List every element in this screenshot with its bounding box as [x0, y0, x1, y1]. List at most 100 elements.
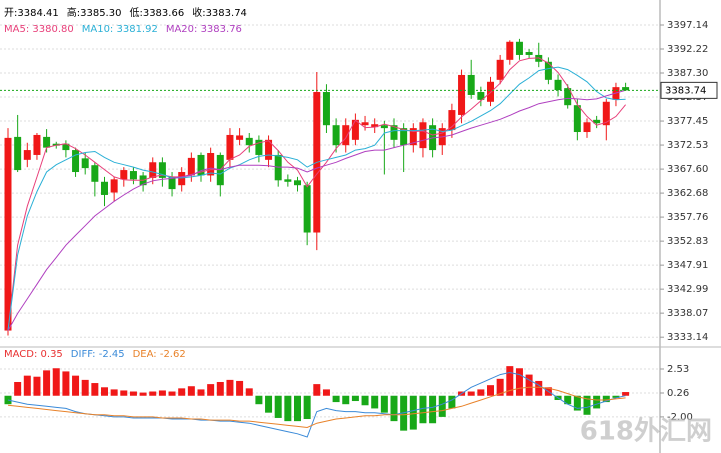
macd-bar: [294, 395, 301, 422]
y-tick-label: 3362.68: [667, 188, 708, 199]
candle-body: [14, 136, 22, 171]
macd-bar: [515, 368, 523, 396]
macd-bar: [573, 395, 581, 411]
macd-bar: [255, 395, 263, 405]
y-tick-label: 3357.76: [667, 212, 708, 223]
macd-bar: [303, 395, 311, 420]
candle-body: [226, 134, 234, 160]
macd-bar: [564, 395, 572, 405]
candle-body: [506, 41, 514, 60]
candle-body: [390, 125, 398, 140]
line: [7, 89, 626, 331]
candle-body: [564, 88, 572, 106]
macd-bar: [342, 395, 350, 405]
candle-body: [72, 150, 80, 173]
candle-body: [458, 74, 466, 115]
y-tick-label: 3372.53: [667, 140, 708, 151]
macd-bar: [101, 387, 108, 396]
last-price-box: [660, 81, 718, 99]
macd-bar: [81, 379, 89, 396]
candle-body: [129, 171, 137, 180]
candle-body: [361, 122, 369, 126]
candle-body: [245, 137, 253, 146]
macd-bar: [72, 375, 80, 396]
legend-label: 低:3383.66: [129, 6, 184, 19]
candle-body: [23, 150, 31, 160]
macd-bar: [4, 395, 12, 405]
legend-label: DIFF: -2.45: [71, 349, 125, 360]
macd-bar: [197, 389, 205, 396]
candle-body: [255, 139, 263, 155]
candle-body: [120, 170, 128, 180]
candle-body: [544, 61, 552, 80]
candle-body: [525, 52, 533, 55]
candle-body: [332, 125, 340, 146]
macd-bar: [274, 395, 282, 418]
macd-bar: [178, 388, 186, 396]
macd-bar: [129, 391, 137, 396]
y-tick-label: 3347.91: [667, 260, 708, 271]
watermark: 618外汇网: [580, 417, 712, 447]
y-tick-label: 3397.14: [667, 20, 708, 31]
y-tick-label: 3352.83: [667, 236, 708, 247]
macd-bar: [622, 392, 630, 396]
macd-bar: [14, 381, 22, 396]
y-tick-label: 3387.30: [667, 68, 708, 79]
macd-bar: [487, 385, 494, 396]
legend-label: DEA: -2.62: [133, 349, 186, 360]
macd-bar: [149, 391, 157, 396]
macd-bar: [525, 374, 533, 396]
candle-body: [62, 143, 70, 151]
candle-body: [573, 105, 581, 133]
candle-body: [496, 59, 504, 80]
macd-bar: [506, 366, 514, 396]
y-tick-label: 3338.07: [667, 308, 708, 319]
legend-label: MA5: 3380.80: [4, 24, 74, 35]
macd-bar: [332, 395, 340, 403]
macd-bar: [216, 381, 224, 396]
candle-body: [149, 162, 157, 178]
legend-label: 高:3385.30: [67, 6, 122, 19]
macd-bar: [187, 386, 195, 396]
legend-label: 收:3383.74: [192, 6, 247, 19]
macd-bar: [602, 395, 610, 403]
y-tick-label: 3342.99: [667, 284, 708, 295]
y-tick-label: -2.00: [667, 412, 693, 423]
macd-bar: [313, 384, 321, 396]
macd-bar: [448, 395, 456, 409]
candle-body: [101, 181, 108, 195]
y-tick-label: 3367.60: [667, 164, 708, 175]
macd-bar: [284, 395, 292, 422]
line: [7, 57, 626, 331]
candle-body: [515, 41, 523, 55]
candle-body: [33, 134, 41, 155]
candle-body: [110, 179, 118, 193]
y-tick-label: 3392.22: [667, 44, 708, 55]
macd-bar: [477, 389, 485, 396]
macd-bar: [265, 395, 273, 413]
candle-body: [303, 185, 311, 233]
macd-bar: [139, 392, 147, 396]
candle-body: [467, 74, 475, 95]
macd-bar: [390, 395, 398, 422]
line: [7, 66, 626, 331]
macd-bar: [207, 384, 215, 396]
macd-bar: [535, 380, 543, 396]
macd-bar: [380, 395, 388, 413]
candle-body: [207, 153, 215, 176]
macd-bar: [158, 390, 166, 396]
macd-bar: [120, 390, 128, 396]
macd-bar: [351, 395, 359, 402]
legend-label: MACD: 0.35: [4, 349, 63, 360]
candle-body: [158, 162, 166, 178]
candle-body: [274, 154, 282, 181]
candle-body: [187, 157, 195, 176]
candle-body: [4, 137, 12, 331]
candle-body: [342, 125, 350, 146]
macd-bar: [419, 395, 427, 424]
line: [7, 386, 626, 429]
macd-bar: [236, 380, 244, 396]
legend-label: MA10: 3381.92: [82, 24, 158, 35]
candle-body: [178, 172, 186, 186]
